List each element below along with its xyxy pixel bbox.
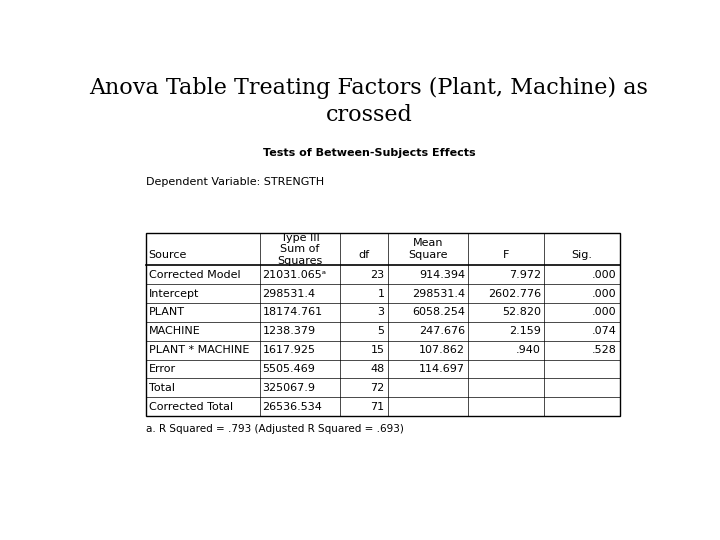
Text: 26536.534: 26536.534 bbox=[262, 402, 323, 411]
Text: 1617.925: 1617.925 bbox=[262, 345, 315, 355]
Text: 107.862: 107.862 bbox=[419, 345, 465, 355]
Text: 7.972: 7.972 bbox=[509, 269, 541, 280]
Text: Total: Total bbox=[148, 383, 174, 393]
Text: 247.676: 247.676 bbox=[419, 326, 465, 336]
Text: F: F bbox=[503, 250, 510, 260]
Text: 1238.379: 1238.379 bbox=[262, 326, 315, 336]
Text: 914.394: 914.394 bbox=[419, 269, 465, 280]
Text: Tests of Between-Subjects Effects: Tests of Between-Subjects Effects bbox=[263, 148, 475, 158]
Text: 1: 1 bbox=[377, 288, 384, 299]
Text: .940: .940 bbox=[516, 345, 541, 355]
Text: Corrected Total: Corrected Total bbox=[148, 402, 233, 411]
Text: Dependent Variable: STRENGTH: Dependent Variable: STRENGTH bbox=[145, 177, 324, 187]
Text: Sig.: Sig. bbox=[572, 250, 593, 260]
Text: 114.697: 114.697 bbox=[419, 364, 465, 374]
Text: a. R Squared = .793 (Adjusted R Squared = .693): a. R Squared = .793 (Adjusted R Squared … bbox=[145, 424, 404, 435]
Text: .528: .528 bbox=[592, 345, 617, 355]
Text: Anova Table Treating Factors (Plant, Machine) as
crossed: Anova Table Treating Factors (Plant, Mac… bbox=[89, 77, 649, 126]
Text: 5505.469: 5505.469 bbox=[262, 364, 315, 374]
Text: df: df bbox=[359, 250, 369, 260]
Text: 18174.761: 18174.761 bbox=[262, 307, 323, 318]
Text: 15: 15 bbox=[370, 345, 384, 355]
Text: 71: 71 bbox=[370, 402, 384, 411]
Text: 3: 3 bbox=[377, 307, 384, 318]
Text: .000: .000 bbox=[592, 288, 617, 299]
Text: MACHINE: MACHINE bbox=[148, 326, 200, 336]
Text: PLANT: PLANT bbox=[148, 307, 184, 318]
Text: 6058.254: 6058.254 bbox=[412, 307, 465, 318]
Text: 325067.9: 325067.9 bbox=[262, 383, 315, 393]
Text: 21031.065ᵃ: 21031.065ᵃ bbox=[262, 269, 327, 280]
Text: Intercept: Intercept bbox=[148, 288, 199, 299]
Text: 23: 23 bbox=[370, 269, 384, 280]
Text: .000: .000 bbox=[592, 269, 617, 280]
Text: .074: .074 bbox=[592, 326, 617, 336]
Text: 298531.4: 298531.4 bbox=[412, 288, 465, 299]
Text: PLANT * MACHINE: PLANT * MACHINE bbox=[148, 345, 249, 355]
Text: 52.820: 52.820 bbox=[502, 307, 541, 318]
Text: 5: 5 bbox=[377, 326, 384, 336]
Text: Corrected Model: Corrected Model bbox=[148, 269, 240, 280]
Text: 2.159: 2.159 bbox=[509, 326, 541, 336]
Text: .000: .000 bbox=[592, 307, 617, 318]
Text: 72: 72 bbox=[370, 383, 384, 393]
Text: 298531.4: 298531.4 bbox=[262, 288, 315, 299]
Text: 48: 48 bbox=[370, 364, 384, 374]
Text: Type III
Sum of
Squares: Type III Sum of Squares bbox=[277, 233, 323, 266]
Text: Source: Source bbox=[148, 250, 187, 260]
Text: Mean
Square: Mean Square bbox=[408, 238, 448, 260]
Text: Error: Error bbox=[148, 364, 176, 374]
Text: 2602.776: 2602.776 bbox=[487, 288, 541, 299]
